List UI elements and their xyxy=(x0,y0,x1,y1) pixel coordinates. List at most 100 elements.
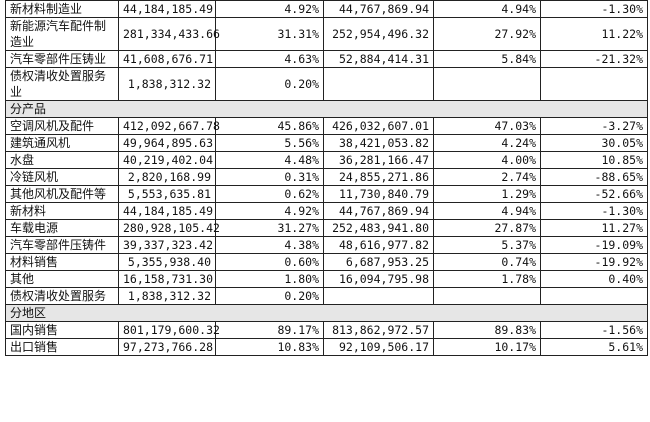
row-label: 其他风机及配件等 xyxy=(5,185,119,203)
cell: 1.78% xyxy=(433,270,541,288)
cell: -52.66% xyxy=(540,185,648,203)
table-row: 冷链风机 2,820,168.99 0.31% 24,855,271.86 2.74% -… xyxy=(5,168,648,186)
cell: 16,158,731.30 xyxy=(118,270,216,288)
cell: 4.00% xyxy=(433,151,541,169)
row-label: 汽车零部件压铸业 xyxy=(5,50,119,68)
cell: 44,767,869.94 xyxy=(323,0,434,18)
row-label: 冷链风机 xyxy=(5,168,119,186)
cell: 24,855,271.86 xyxy=(323,168,434,186)
row-label: 债权清收处置服务业 xyxy=(5,67,119,101)
row-label: 新能源汽车配件制造业 xyxy=(5,17,119,51)
cell: 92,109,506.17 xyxy=(323,338,434,356)
row-label: 水盘 xyxy=(5,151,119,169)
cell: 36,281,166.47 xyxy=(323,151,434,169)
cell: 47.03% xyxy=(433,117,541,135)
table-row: 建筑通风机 49,964,895.63 5.56% 38,421,053.82 4.24… xyxy=(5,134,648,152)
cell: 0.31% xyxy=(215,168,324,186)
cell: 252,483,941.80 xyxy=(323,219,434,237)
cell: 41,608,676.71 xyxy=(118,50,216,68)
table-row: 汽车零部件压铸件 39,337,323.42 4.38% 48,616,977.82 5… xyxy=(5,236,648,254)
cell: 2.74% xyxy=(433,168,541,186)
table-row: 车载电源 280,928,105.42 31.27% 252,483,941.80 27… xyxy=(5,219,648,237)
cell: 16,094,795.98 xyxy=(323,270,434,288)
cell: 10.85% xyxy=(540,151,648,169)
cell: 0.20% xyxy=(215,287,324,305)
row-label: 汽车零部件压铸件 xyxy=(5,236,119,254)
table-row: 材料销售 5,355,938.40 0.60% 6,687,953.25 0.74% -1… xyxy=(5,253,648,271)
cell: 1.80% xyxy=(215,270,324,288)
section-title: 分产品 xyxy=(5,100,648,118)
cell: 45.86% xyxy=(215,117,324,135)
cell: 0.40% xyxy=(540,270,648,288)
table-row: 出口销售 97,273,766.28 10.83% 92,109,506.17 10.1… xyxy=(5,338,648,356)
cell: -3.27% xyxy=(540,117,648,135)
cell: -19.09% xyxy=(540,236,648,254)
cell: 4.94% xyxy=(433,202,541,220)
cell: 5.37% xyxy=(433,236,541,254)
cell: 31.31% xyxy=(215,17,324,51)
cell: 4.63% xyxy=(215,50,324,68)
cell: 4.48% xyxy=(215,151,324,169)
cell: -1.30% xyxy=(540,202,648,220)
cell: 5.84% xyxy=(433,50,541,68)
table-row: 汽车零部件压铸业 41,608,676.71 4.63% 52,884,414.31 5… xyxy=(5,50,648,68)
cell: 5.61% xyxy=(540,338,648,356)
cell: 52,884,414.31 xyxy=(323,50,434,68)
cell: -1.56% xyxy=(540,321,648,339)
cell xyxy=(433,287,541,305)
table-row: 空调风机及配件 412,092,667.78 45.86% 426,032,607.0… xyxy=(5,117,648,135)
cell: 4.24% xyxy=(433,134,541,152)
table-row: 其他 16,158,731.30 1.80% 16,094,795.98 1.78% 0.… xyxy=(5,270,648,288)
table-row: 债权清收处置服务业 1,838,312.32 0.20% xyxy=(5,67,648,101)
cell: -19.92% xyxy=(540,253,648,271)
row-label: 其他 xyxy=(5,270,119,288)
cell: 412,092,667.78 xyxy=(118,117,220,135)
table-row: 新能源汽车配件制造业 281,334,433.66 31.31% 252,954,49… xyxy=(5,17,648,51)
cell: 11.22% xyxy=(540,17,648,51)
cell: 5,553,635.81 xyxy=(118,185,216,203)
cell: 40,219,402.04 xyxy=(118,151,216,169)
table-row: 水盘 40,219,402.04 4.48% 36,281,166.47 4.00% 10… xyxy=(5,151,648,169)
cell xyxy=(323,67,434,101)
row-label: 建筑通风机 xyxy=(5,134,119,152)
table-row: 其他风机及配件等 5,553,635.81 0.62% 11,730,840.79 1.… xyxy=(5,185,648,203)
cell xyxy=(540,67,648,101)
cell: 44,184,185.49 xyxy=(118,0,216,18)
cell: 11.27% xyxy=(540,219,648,237)
cell: 89.83% xyxy=(433,321,541,339)
table-row: 新材料制造业 44,184,185.49 4.92% 44,767,869.94 4.9… xyxy=(5,0,648,18)
data-table: 新材料制造业 44,184,185.49 4.92% 44,767,869.94 4.9… xyxy=(5,0,648,356)
cell: 89.17% xyxy=(215,321,324,339)
cell: 426,032,607.01 xyxy=(323,117,434,135)
cell: 44,767,869.94 xyxy=(323,202,434,220)
table-row: 国内销售 801,179,600.32 89.17% 813,862,972.57 89… xyxy=(5,321,648,339)
cell: 39,337,323.42 xyxy=(118,236,216,254)
cell: 4.92% xyxy=(215,0,324,18)
row-label: 国内销售 xyxy=(5,321,119,339)
cell: 252,954,496.32 xyxy=(323,17,434,51)
row-label: 空调风机及配件 xyxy=(5,117,119,135)
cell: 27.92% xyxy=(433,17,541,51)
cell: 49,964,895.63 xyxy=(118,134,216,152)
cell: 813,862,972.57 xyxy=(323,321,434,339)
cell: 1.29% xyxy=(433,185,541,203)
cell: 44,184,185.49 xyxy=(118,202,216,220)
section-row: 分地区 xyxy=(5,304,648,322)
cell xyxy=(323,287,434,305)
cell: 1,838,312.32 xyxy=(118,287,216,305)
cell: 0.62% xyxy=(215,185,324,203)
table-row: 新材料 44,184,185.49 4.92% 44,767,869.94 4.94% -… xyxy=(5,202,648,220)
cell xyxy=(433,67,541,101)
cell: 4.92% xyxy=(215,202,324,220)
cell: 97,273,766.28 xyxy=(118,338,216,356)
table-row: 债权清收处置服务 1,838,312.32 0.20% xyxy=(5,287,648,305)
cell: 10.83% xyxy=(215,338,324,356)
cell: -1.30% xyxy=(540,0,648,18)
cell: -88.65% xyxy=(540,168,648,186)
cell: 0.74% xyxy=(433,253,541,271)
cell: 10.17% xyxy=(433,338,541,356)
row-label: 债权清收处置服务 xyxy=(5,287,119,305)
cell: 0.60% xyxy=(215,253,324,271)
cell: 48,616,977.82 xyxy=(323,236,434,254)
cell: 280,928,105.42 xyxy=(118,219,220,237)
